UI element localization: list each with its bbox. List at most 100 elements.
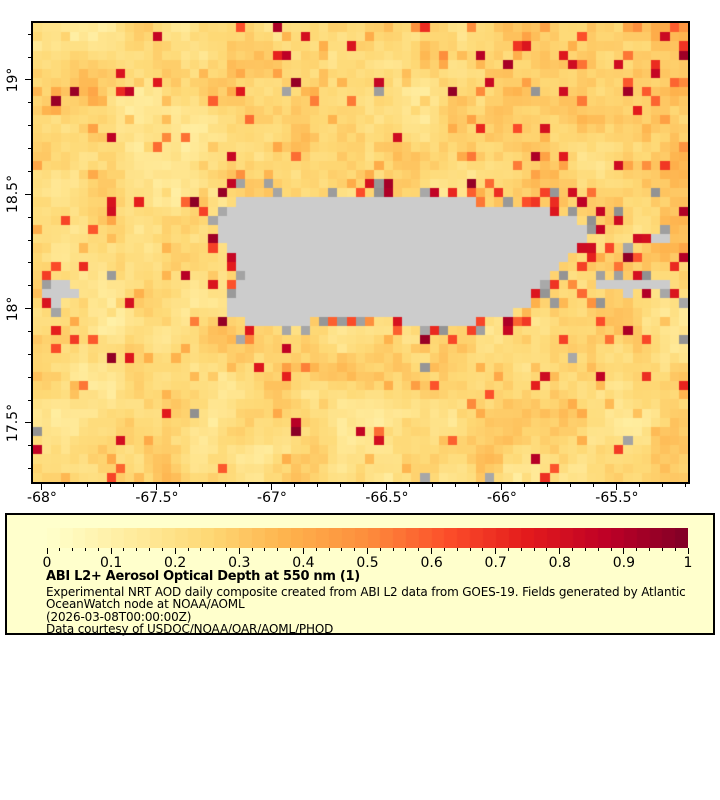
legend-panel: ABI L2+ Aerosol Optical Depth at 550 nm … (5, 513, 715, 635)
cbar-minor-tick (251, 548, 253, 551)
lat-tick-label: 17.5° (5, 403, 21, 443)
legend-title: ABI L2+ Aerosol Optical Depth at 550 nm … (46, 569, 360, 584)
cbar-minor-tick (572, 548, 574, 551)
lon-minor-tick (547, 484, 549, 487)
cbar-minor-tick (72, 548, 74, 551)
cbar-minor-tick (674, 548, 676, 551)
cbar-minor-tick (520, 548, 522, 551)
lon-minor-tick (363, 484, 365, 487)
cbar-minor-tick (508, 548, 510, 551)
cbar-tick-label: 0.4 (292, 555, 315, 571)
lon-minor-tick (570, 484, 572, 487)
cbar-major-tick (559, 548, 561, 554)
lat-minor-tick (28, 445, 31, 447)
cbar-minor-tick (392, 548, 394, 551)
lon-tick-label: -67° (257, 490, 287, 506)
cbar-major-tick (495, 548, 497, 554)
cbar-minor-tick (546, 548, 548, 551)
cbar-minor-tick (97, 548, 99, 551)
lon-minor-tick (455, 484, 457, 487)
lon-minor-tick (593, 484, 595, 487)
cbar-minor-tick (418, 548, 420, 551)
lon-tick-label: -67.5° (135, 490, 179, 506)
lon-minor-tick (179, 484, 181, 487)
cbar-major-tick (623, 548, 625, 554)
lon-major-tick (156, 484, 158, 490)
lon-minor-tick (317, 484, 319, 487)
cbar-minor-tick (610, 548, 612, 551)
cbar-tick-label: 0.1 (99, 555, 123, 571)
lon-minor-tick (248, 484, 250, 487)
cbar-minor-tick (469, 548, 471, 551)
cbar-major-tick (110, 548, 112, 554)
cbar-tick-label: 0.5 (356, 555, 379, 571)
lat-minor-tick (28, 33, 31, 35)
lat-minor-tick (28, 285, 31, 287)
cbar-major-tick (431, 548, 433, 554)
legend-line-3: (2026-03-08T00:00:00Z) (46, 609, 192, 624)
lon-minor-tick (662, 484, 664, 487)
lon-minor-tick (478, 484, 480, 487)
lat-major-tick (25, 308, 31, 310)
lon-major-tick (271, 484, 273, 490)
lon-minor-tick (685, 484, 687, 487)
cbar-minor-tick (213, 548, 215, 551)
lat-major-tick (25, 422, 31, 424)
cbar-tick-label: 0.6 (420, 555, 443, 571)
lat-tick-label: 19° (5, 67, 21, 93)
cbar-minor-tick (661, 548, 663, 551)
lon-minor-tick (133, 484, 135, 487)
cbar-minor-tick (482, 548, 484, 551)
cbar-minor-tick (636, 548, 638, 551)
lon-major-tick (386, 484, 388, 490)
cbar-minor-tick (149, 548, 151, 551)
lon-minor-tick (432, 484, 434, 487)
lat-minor-tick (28, 148, 31, 150)
cbar-minor-tick (225, 548, 227, 551)
lat-major-tick (25, 79, 31, 81)
lat-minor-tick (28, 376, 31, 378)
lon-minor-tick (225, 484, 227, 487)
cbar-major-tick (302, 548, 304, 554)
cbar-minor-tick (200, 548, 202, 551)
lon-minor-tick (87, 484, 89, 487)
cbar-minor-tick (405, 548, 407, 551)
cbar-major-tick (238, 548, 240, 554)
cbar-tick-label: 1 (683, 555, 693, 571)
lat-minor-tick (28, 262, 31, 264)
lon-tick-label: -66.5° (365, 490, 409, 506)
cbar-minor-tick (379, 548, 381, 551)
cbar-minor-tick (264, 548, 266, 551)
cbar-minor-tick (123, 548, 125, 551)
cbar-major-tick (174, 548, 176, 554)
lon-minor-tick (64, 484, 66, 487)
lon-major-tick (616, 484, 618, 490)
cbar-tick-label: 0.7 (484, 555, 507, 571)
cbar-minor-tick (443, 548, 445, 551)
cbar-minor-tick (187, 548, 189, 551)
legend-line-2: OceanWatch node at NOAA/AOML (46, 597, 245, 612)
map-plot-frame (31, 21, 690, 484)
colorbar (47, 528, 688, 548)
legend-line-4: Data courtesy of USDOC/NOAA/OAR/AOML/PHO… (46, 621, 334, 636)
cbar-minor-tick (277, 548, 279, 551)
cbar-tick-label: 0.8 (548, 555, 571, 571)
cbar-minor-tick (59, 548, 61, 551)
cbar-tick-label: 0.3 (228, 555, 251, 571)
lat-minor-tick (28, 331, 31, 333)
lat-minor-tick (28, 468, 31, 470)
cbar-minor-tick (584, 548, 586, 551)
cbar-minor-tick (290, 548, 292, 551)
lon-minor-tick (524, 484, 526, 487)
lat-minor-tick (28, 170, 31, 172)
cbar-major-tick (367, 548, 368, 554)
cbar-tick-label: 0.9 (612, 555, 636, 571)
cbar-minor-tick (649, 548, 651, 551)
lat-minor-tick (28, 399, 31, 401)
lon-minor-tick (294, 484, 296, 487)
cbar-minor-tick (597, 548, 599, 551)
lat-minor-tick (28, 102, 31, 104)
lon-tick-label: -66° (487, 490, 517, 506)
lon-major-tick (501, 484, 503, 490)
cbar-minor-tick (315, 548, 317, 551)
